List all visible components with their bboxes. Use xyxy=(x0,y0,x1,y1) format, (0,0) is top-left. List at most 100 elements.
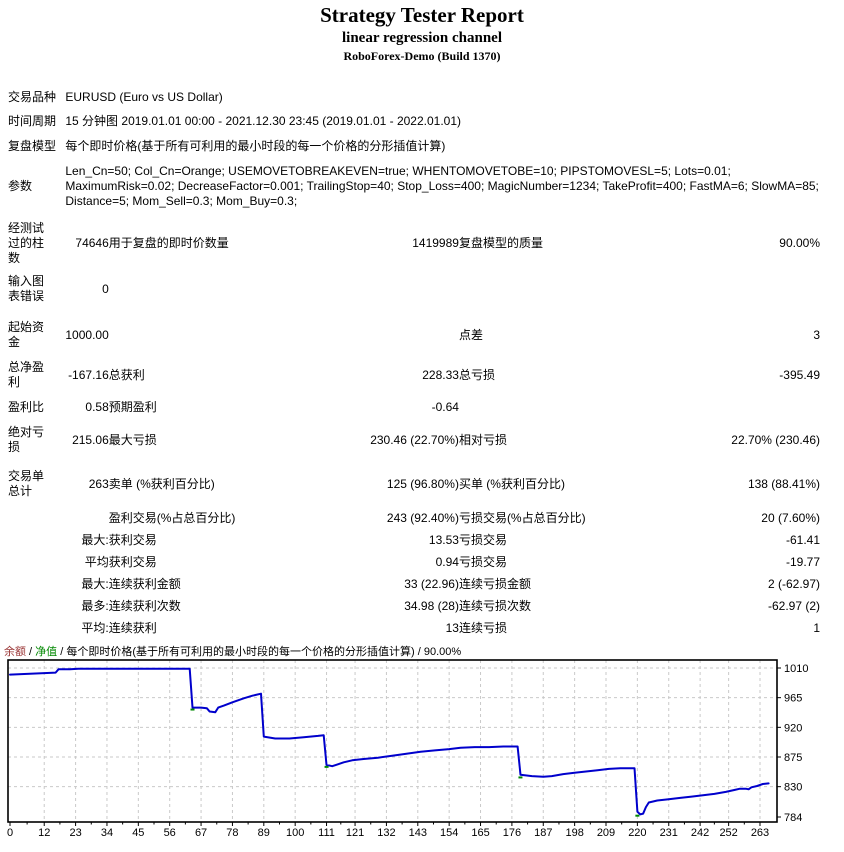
table-cell: 盈利交易(%占总百分比) xyxy=(108,511,236,525)
table-row: 经测试 过的柱 数 74646 用于复盘的即时价数量 1419989 复盘模型的质量 90… xyxy=(8,209,820,266)
table-cell xyxy=(671,390,820,415)
table-cell: 总亏损 xyxy=(458,367,495,382)
table-cell: 亏损交易 xyxy=(458,555,507,569)
table-cell: 228.33 xyxy=(422,367,459,382)
x-axis-label: 154 xyxy=(440,827,458,839)
report-header: Strategy Tester Report linear regression… xyxy=(0,2,844,64)
table-row: 最多: 连续获利次数 34.98 (28) 连续亏损次数 -62.97 (2) xyxy=(8,592,820,614)
table-row: 时间周期 15 分钟图 2019.01.01 00:00 - 2021.12.30… xyxy=(8,105,820,129)
table-cell: -0.64 xyxy=(431,400,459,414)
table-row: 交易单 总计 263 卖单 (%获利百分比) 125 (96.80%) 买单 (%获利百… xyxy=(8,455,820,499)
table-cell: 0.94 xyxy=(435,555,459,569)
table-cell xyxy=(316,266,459,304)
table-cell: 连续获利 xyxy=(108,621,157,635)
table-cell: 74646 xyxy=(75,236,109,250)
table-cell: 1 xyxy=(813,621,820,635)
table-cell xyxy=(65,499,108,526)
table-cell: 33 (22.96) xyxy=(404,577,459,591)
table-cell: 获利交易 xyxy=(108,555,157,569)
balance-line xyxy=(9,667,770,816)
table-row: 交易品种 EURUSD (Euro vs US Dollar) xyxy=(8,88,820,105)
table-row: 起始资 金 1000.00 点差 3 xyxy=(8,304,820,350)
table-cell: 起始资 金 xyxy=(8,320,45,349)
table-cell xyxy=(8,548,65,570)
table-cell: 平均: xyxy=(81,621,109,635)
table-cell: 输入图 表错误 xyxy=(8,274,45,303)
x-axis-label: 187 xyxy=(534,827,552,839)
x-axis-label: 209 xyxy=(597,827,615,839)
table-cell: 亏损交易 xyxy=(458,533,507,547)
table-cell: 总获利 xyxy=(108,367,145,382)
table-cell: 复盘模型的质量 xyxy=(458,236,543,250)
table-cell xyxy=(8,526,65,548)
table-cell xyxy=(459,390,671,415)
table-cell: 90.00% xyxy=(779,236,820,250)
table-cell xyxy=(109,304,316,350)
table-cell: 215.06 xyxy=(72,432,109,447)
table-cell: 最大: xyxy=(81,533,109,547)
page-title: Strategy Tester Report xyxy=(320,3,524,27)
table-cell: 230.46 (22.70%) xyxy=(370,432,459,447)
table-cell: 用于复盘的即时价数量 xyxy=(108,236,229,250)
x-axis-label: 45 xyxy=(132,827,144,839)
table-row: 盈利交易(%占总百分比) 243 (92.40%) 亏损交易(%占总百分比) 20 (… xyxy=(8,499,820,526)
table-cell: 绝对亏 损 xyxy=(8,425,45,454)
x-axis-label: 23 xyxy=(69,827,81,839)
y-axis-label: 830 xyxy=(784,782,802,794)
table-row: 复盘模型 每个即时价格(基于所有可利用的最小时段的每一个价格的分形插值计算) xyxy=(8,129,820,154)
table-cell xyxy=(109,266,316,304)
table-cell: 1419989 xyxy=(412,236,459,250)
x-axis-label: 220 xyxy=(628,827,646,839)
table-cell: 0.58 xyxy=(85,400,109,414)
x-axis-label: 121 xyxy=(346,827,364,839)
table-cell: 买单 (%获利百分比) xyxy=(458,476,565,491)
y-axis-label: 875 xyxy=(784,752,802,764)
table-cell: 20 (7.60%) xyxy=(761,511,820,525)
table-cell: 连续亏损 xyxy=(458,621,507,635)
table-cell: 连续获利金额 xyxy=(108,577,181,591)
table-cell: 125 (96.80%) xyxy=(386,476,459,491)
table-row: 盈利比 0.58 预期盈利 -0.64 xyxy=(8,390,820,415)
x-axis-label: 67 xyxy=(195,827,207,839)
table-cell xyxy=(671,266,820,304)
x-axis-label: 263 xyxy=(751,827,769,839)
table-cell: 交易单 总计 xyxy=(8,469,45,498)
table-row: 最大: 获利交易 13.53 亏损交易 -61.41 xyxy=(8,526,820,548)
table-cell: 获利交易 xyxy=(108,533,157,547)
table-cell: 点差 xyxy=(458,327,483,342)
table-cell: 13.53 xyxy=(428,533,459,547)
table-cell: 相对亏损 xyxy=(458,432,507,447)
report-table-body: 交易品种 EURUSD (Euro vs US Dollar) 时间周期 15 分钟图… xyxy=(8,88,820,636)
table-cell: 每个即时价格(基于所有可利用的最小时段的每一个价格的分形插值计算) xyxy=(65,139,446,153)
table-cell: 22.70% (230.46) xyxy=(731,432,820,447)
x-axis-label: 176 xyxy=(503,827,521,839)
x-axis-label: 231 xyxy=(660,827,678,839)
x-axis-label: 12 xyxy=(38,827,50,839)
table-cell: 经测试 过的柱 数 xyxy=(8,221,45,265)
table-cell: 连续获利次数 xyxy=(108,599,181,613)
table-cell: 最多: xyxy=(81,599,109,613)
x-axis-label: 100 xyxy=(286,827,304,839)
table-cell xyxy=(316,304,459,350)
table-cell: 15 分钟图 2019.01.01 00:00 - 2021.12.30 23:… xyxy=(65,114,462,128)
table-cell: -395.49 xyxy=(779,367,820,382)
table-cell: 总净盈 利 xyxy=(8,360,45,389)
strategy-name: linear regression channel xyxy=(341,30,502,46)
server-build: RoboForex-Demo (Build 1370) xyxy=(343,49,501,63)
x-axis-label: 143 xyxy=(409,827,427,839)
table-cell: 参数 xyxy=(8,179,33,193)
table-cell: EURUSD (Euro vs US Dollar) xyxy=(65,90,223,104)
table-cell: 3 xyxy=(813,327,820,342)
table-cell xyxy=(8,499,65,526)
table-row: 绝对亏 损 215.06 最大亏损 230.46 (22.70%) 相对亏损 22.70%… xyxy=(8,415,820,455)
table-row: 平均: 连续获利 13 连续亏损 1 xyxy=(8,614,820,636)
table-cell: 13 xyxy=(445,621,459,635)
table-cell: 交易品种 xyxy=(8,90,57,104)
table-cell: -61.41 xyxy=(785,533,820,547)
table-cell: -167.16 xyxy=(68,367,109,382)
x-axis-label: 56 xyxy=(164,827,176,839)
table-cell: 时间周期 xyxy=(8,114,57,128)
table-cell: 1000.00 xyxy=(65,327,109,342)
table-cell: Len_Cn=50; Col_Cn=Orange; USEMOVETOBREAK… xyxy=(65,164,819,208)
table-cell: 连续亏损金额 xyxy=(458,577,531,591)
